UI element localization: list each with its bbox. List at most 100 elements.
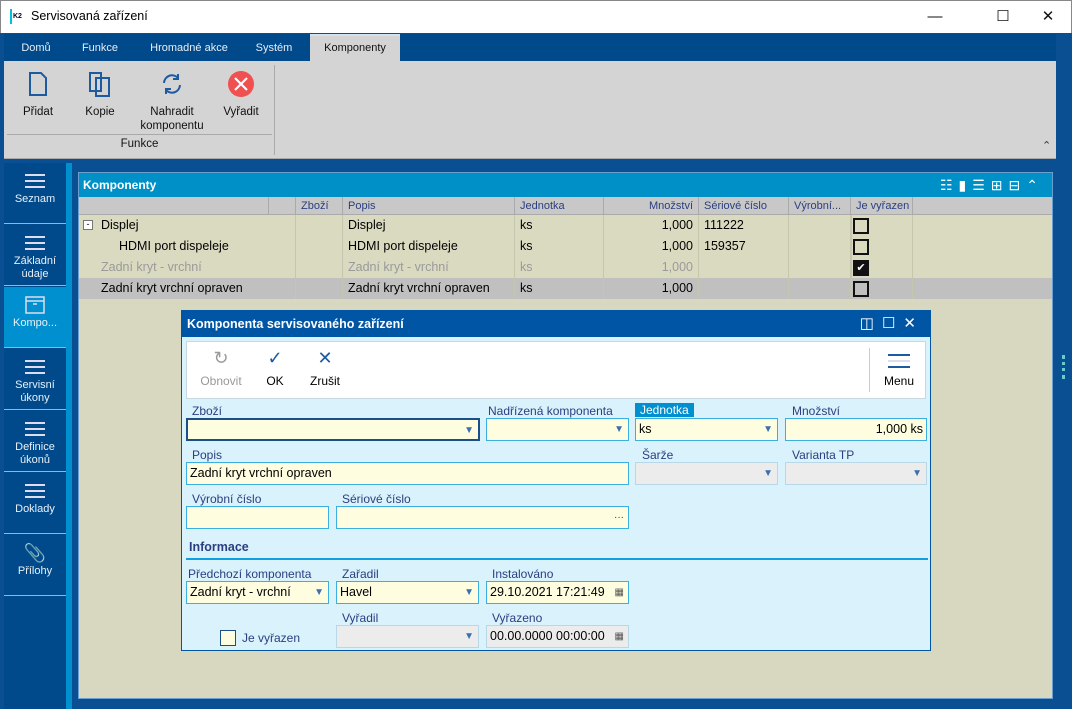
zrusit-button[interactable]: ✕ Zrušit <box>307 348 343 388</box>
dropdown-icon[interactable]: ▼ <box>614 424 624 435</box>
maximize-icon[interactable]: ☐ <box>881 315 904 332</box>
seriove-field[interactable]: ··· <box>336 506 629 529</box>
table-row[interactable]: HDMI port dispeleje HDMI port dispeleje ks… <box>79 236 1052 257</box>
close-icon[interactable]: ✕ <box>1041 8 1055 25</box>
cell-je-vyrazen <box>851 215 913 236</box>
vyrazeno-field[interactable]: 00.00.0000 00:00:00 ▦ <box>486 625 629 648</box>
col-popis[interactable]: Popis <box>343 197 515 215</box>
dropdown-icon[interactable]: ▼ <box>912 468 922 479</box>
cell-seriove <box>699 257 789 278</box>
jednotka-field[interactable]: ks ▼ <box>635 418 778 441</box>
calendar-icon[interactable]: ▦ <box>614 631 624 642</box>
close-icon[interactable]: ✕ <box>903 315 924 332</box>
resize-handle[interactable] <box>1062 355 1066 379</box>
table-row[interactable]: Zadní kryt vrchní opraven Zadní kryt vrch… <box>79 278 1052 299</box>
je-vyrazen-checkbox[interactable] <box>853 239 869 255</box>
sidebar-label: Základní údaje <box>13 255 57 280</box>
maximize-icon[interactable]: ☐ <box>996 8 1010 25</box>
col-blank[interactable] <box>269 197 296 215</box>
je-vyrazen-checkbox[interactable] <box>853 281 869 297</box>
je-vyrazen-checkbox[interactable] <box>853 218 869 234</box>
vyrazeno-value: 00.00.0000 00:00:00 <box>490 629 605 643</box>
je-vyrazen-checkbox[interactable] <box>220 630 236 646</box>
cell-mnozstvi: 1,000 <box>604 278 699 299</box>
tab-funkce[interactable]: Funkce <box>81 42 119 54</box>
refresh-icon: ↻ <box>213 348 229 368</box>
sidebar-label: Servisní úkony <box>15 379 55 404</box>
sidebar-item-seznam[interactable]: Seznam <box>4 163 66 224</box>
dock-icon[interactable]: ◫ <box>859 315 882 332</box>
cell-jednotka: ks <box>515 215 604 236</box>
col-vyrobni[interactable]: Výrobní... <box>789 197 851 215</box>
vyradil-field[interactable]: ▼ <box>336 625 479 648</box>
sidebar-item-zakladni-udaje[interactable]: Základní údaje <box>4 225 66 286</box>
sidebar-item-prilohy[interactable]: 📎 Přílohy <box>4 535 66 596</box>
ellipsis-button[interactable]: ··· <box>614 512 624 523</box>
predchozi-field[interactable]: Zadní kryt - vrchní ▼ <box>186 581 329 604</box>
cell-seriove: 159357 <box>699 236 789 257</box>
expand-all-icon[interactable]: ⊞ <box>990 177 1009 193</box>
dropdown-icon[interactable]: ▼ <box>464 587 474 598</box>
pridat-button[interactable]: Přidat <box>16 69 60 119</box>
title-bar: K2 Servisovaná zařízení — ☐ ✕ <box>0 0 1072 33</box>
rows-icon[interactable]: ☰ <box>972 177 991 193</box>
collapse-all-icon[interactable]: ⊟ <box>1008 177 1027 193</box>
cell-blank <box>269 215 296 236</box>
tab-komponenty[interactable]: Komponenty <box>310 34 400 61</box>
collapse-ribbon-icon[interactable]: ⌃ <box>1042 140 1052 152</box>
tree-icon[interactable]: ☷ <box>939 177 959 193</box>
dropdown-icon[interactable]: ▼ <box>314 587 324 598</box>
zbozi-field[interactable]: ▼ <box>186 418 480 441</box>
col-seriove-cislo[interactable]: Sériové číslo <box>699 197 789 215</box>
dropdown-icon[interactable]: ▼ <box>763 424 773 435</box>
zaradil-field[interactable]: Havel ▼ <box>336 581 479 604</box>
predchozi-label: Předchozí komponenta <box>188 567 312 581</box>
sidebar-item-definice-ukonu[interactable]: Definice úkonů <box>4 411 66 472</box>
sarze-field[interactable]: ▼ <box>635 462 778 485</box>
calendar-icon[interactable]: ▦ <box>614 587 624 598</box>
dropdown-icon[interactable]: ▼ <box>464 425 474 436</box>
col-je-vyrazen[interactable]: Je vyřazen <box>851 197 913 215</box>
dropdown-icon[interactable]: ▼ <box>464 631 474 642</box>
varianta-field[interactable]: ▼ <box>785 462 927 485</box>
columns-icon[interactable]: ▮ <box>958 177 973 193</box>
kopie-button[interactable]: Kopie <box>78 69 122 119</box>
tab-domu[interactable]: Domů <box>21 42 51 54</box>
vyrobni-field[interactable] <box>186 506 329 529</box>
dropdown-icon[interactable]: ▼ <box>763 468 773 479</box>
cell-name: Zadní kryt vrchní opraven <box>101 281 243 295</box>
collapse-panel-icon[interactable]: ⌃ <box>1026 177 1044 193</box>
sidebar-item-doklady[interactable]: Doklady <box>4 473 66 534</box>
vyradil-label: Vyřadil <box>342 611 379 625</box>
col-zbozi[interactable]: Zboží <box>296 197 343 215</box>
dialog-title: Komponenta servisovaného zařízení <box>187 317 404 331</box>
sidebar-item-servisni-ukony[interactable]: Servisní úkony <box>4 349 66 410</box>
tab-system[interactable]: Systém <box>255 42 293 54</box>
mnozstvi-field[interactable]: 1,000 ks <box>785 418 927 441</box>
ok-button[interactable]: ✓ OK <box>261 348 289 388</box>
kopie-label: Kopie <box>85 106 115 118</box>
instalovano-label: Instalováno <box>492 567 554 581</box>
sidebar-item-komponenty[interactable]: Kompo... <box>4 287 66 348</box>
bullet-list-icon <box>25 236 45 250</box>
minimize-icon[interactable]: — <box>927 8 943 25</box>
tab-hromadne-akce[interactable]: Hromadné akce <box>150 42 228 54</box>
popis-field[interactable]: Zadní kryt vrchní opraven <box>186 462 629 485</box>
vyradit-button[interactable]: Vyřadit <box>218 69 264 119</box>
instalovano-field[interactable]: 29.10.2021 17:21:49 ▦ <box>486 581 629 604</box>
menu-button[interactable]: Menu <box>879 348 919 388</box>
nadrizena-field[interactable]: ▼ <box>486 418 629 441</box>
panel-header: Komponenty ☷▮☰⊞⊟⌃ <box>79 173 1052 197</box>
collapse-node-icon[interactable]: - <box>83 220 93 230</box>
predchozi-value: Zadní kryt - vrchní <box>190 585 291 599</box>
table-row[interactable]: Zadní kryt - vrchní Zadní kryt - vrchní ks… <box>79 257 1052 278</box>
je-vyrazen-checkbox[interactable]: ✔ <box>853 260 869 276</box>
obnovit-button[interactable]: ↻ Obnovit <box>197 348 245 388</box>
instalovano-value: 29.10.2021 17:21:49 <box>490 585 605 599</box>
table-row[interactable]: Displej Displej ks 1,000 111222- <box>79 215 1052 236</box>
nahradit-button[interactable]: Nahradit komponentu <box>134 69 210 133</box>
cell-popis: Zadní kryt - vrchní <box>343 257 515 278</box>
col-jednotka[interactable]: Jednotka <box>515 197 604 215</box>
col-tree[interactable] <box>79 197 269 215</box>
col-mnozstvi[interactable]: Množství <box>604 197 699 215</box>
